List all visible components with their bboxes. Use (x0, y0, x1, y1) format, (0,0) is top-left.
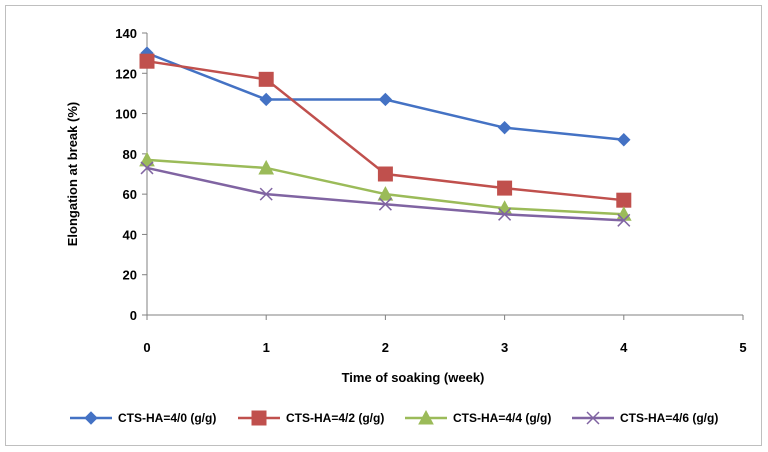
y-tick-label: 0 (130, 308, 137, 323)
data-point (497, 120, 512, 135)
legend-label: CTS-HA=4/4 (g/g) (453, 411, 551, 425)
data-point (377, 166, 393, 182)
legend-item: CTS-HA=4/4 (g/g) (405, 409, 551, 425)
series-2 (139, 53, 632, 208)
legend-item: CTS-HA=4/6 (g/g) (572, 411, 718, 425)
legend: CTS-HA=4/0 (g/g) CTS-HA=4/2 (g/g) CTS-HA=4… (70, 409, 718, 426)
data-point (140, 161, 154, 175)
data-point (259, 92, 273, 107)
legend-marker (251, 410, 267, 426)
legend-label: CTS-HA=4/0 (g/g) (118, 411, 216, 425)
data-point (259, 187, 273, 201)
chart-frame (5, 5, 762, 446)
data-point (139, 53, 155, 69)
y-tick-label: 60 (123, 187, 137, 202)
x-tick-label: 4 (620, 340, 628, 355)
y-tick-label: 20 (123, 268, 137, 283)
data-point (258, 71, 274, 87)
ticks: 0 20 40 60 80 100 120 140 0 1 2 3 4 5 (115, 26, 746, 355)
data-point (378, 92, 393, 107)
series-1 (140, 46, 631, 147)
legend-label: CTS-HA=4/6 (g/g) (620, 411, 718, 425)
data-point (617, 133, 631, 147)
data-point (378, 197, 392, 211)
x-tick-label: 3 (501, 340, 508, 355)
series-layer (139, 46, 632, 227)
data-point (258, 159, 275, 175)
legend-item: CTS-HA=4/2 (g/g) (238, 410, 384, 426)
legend-marker (84, 411, 98, 425)
x-axis-title: Time of soaking (week) (342, 370, 485, 385)
legend-marker (418, 409, 434, 425)
y-tick-label: 80 (123, 147, 137, 162)
x-tick-label: 0 (143, 340, 150, 355)
x-tick-label: 5 (739, 340, 746, 355)
y-tick-label: 40 (123, 227, 137, 242)
y-tick-label: 100 (115, 107, 137, 122)
data-point (498, 207, 512, 221)
series-3 (139, 151, 632, 221)
data-point (139, 151, 155, 167)
y-tick-label: 120 (115, 66, 137, 81)
y-axis-title: Elongation at break (%) (65, 102, 80, 246)
data-point (377, 186, 394, 201)
legend-label: CTS-HA=4/2 (g/g) (286, 411, 384, 425)
x-tick-label: 2 (382, 340, 389, 355)
legend-item: CTS-HA=4/0 (g/g) (70, 411, 216, 425)
data-point (617, 213, 631, 227)
data-point (497, 180, 513, 196)
axes (146, 33, 743, 316)
data-point (616, 192, 632, 208)
series-4 (140, 161, 631, 227)
x-tick-label: 1 (263, 340, 270, 355)
legend-marker (586, 411, 600, 425)
y-tick-label: 140 (115, 26, 137, 41)
